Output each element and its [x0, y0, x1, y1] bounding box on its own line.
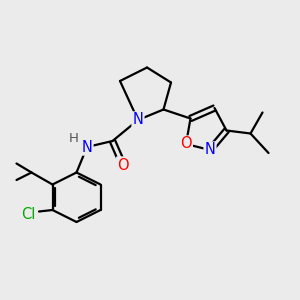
- Text: Cl: Cl: [21, 207, 36, 222]
- Text: O: O: [180, 136, 192, 152]
- Text: N: N: [205, 142, 215, 158]
- Text: H: H: [69, 131, 78, 145]
- Text: O: O: [117, 158, 129, 172]
- Text: N: N: [133, 112, 143, 128]
- Text: N: N: [82, 140, 92, 154]
